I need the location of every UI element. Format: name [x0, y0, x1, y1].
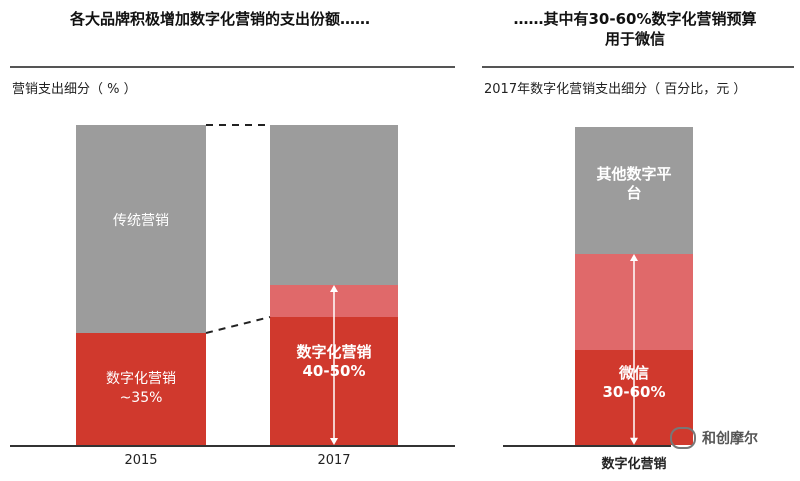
left-x-axis: [10, 445, 455, 447]
range-arrow: [330, 285, 338, 445]
range-arrow-head-down: [330, 438, 338, 445]
right-panel-title-line1: ……其中有30-60%数字化营销预算: [513, 10, 757, 28]
bar-segment: 数字化营销 ~35%: [76, 333, 206, 445]
range-arrow: [630, 254, 638, 445]
bar-segment: 其他数字平台: [575, 127, 693, 255]
bar-segment: [270, 125, 398, 285]
connector-digital: [205, 316, 271, 334]
bar-segment: 传统营销: [76, 125, 206, 333]
segment-label-line1: 其他数字平: [596, 165, 672, 184]
segment-label: 数字化营销 ~35%: [76, 370, 206, 408]
x-tick-label: 2015: [124, 453, 158, 468]
x-tick-label: 2017: [317, 453, 351, 468]
range-arrow-head-up: [630, 254, 638, 262]
segment-label-line2: 台: [626, 184, 642, 203]
watermark: 和创摩尔: [670, 427, 758, 449]
wechat-icon: [670, 427, 696, 449]
right-header-divider: [482, 66, 794, 68]
right-panel-title-line2: 用于微信: [604, 30, 665, 48]
watermark-text: 和创摩尔: [702, 431, 758, 447]
range-arrow-head-up: [330, 285, 338, 292]
right-panel-subtitle: 2017年数字化营销支出细分（ 百分比，元 ）: [484, 82, 747, 97]
segment-label: 传统营销: [76, 212, 206, 231]
segment-label-line2: ~35%: [119, 390, 163, 406]
segment-label-line1: 传统营销: [113, 213, 169, 230]
segment-label: 其他数字平台: [575, 165, 693, 203]
left-header-divider: [10, 66, 455, 68]
x-tick-label: 数字化营销: [601, 457, 667, 472]
range-arrow-head-down: [630, 437, 638, 445]
right-x-axis: [503, 445, 671, 447]
left-panel-title: 各大品牌积极增加数字化营销的支出份额……: [69, 10, 370, 28]
segment-label-line1: 数字化营销: [106, 371, 176, 387]
left-panel-subtitle: 营销支出细分（ % ）: [12, 82, 137, 97]
